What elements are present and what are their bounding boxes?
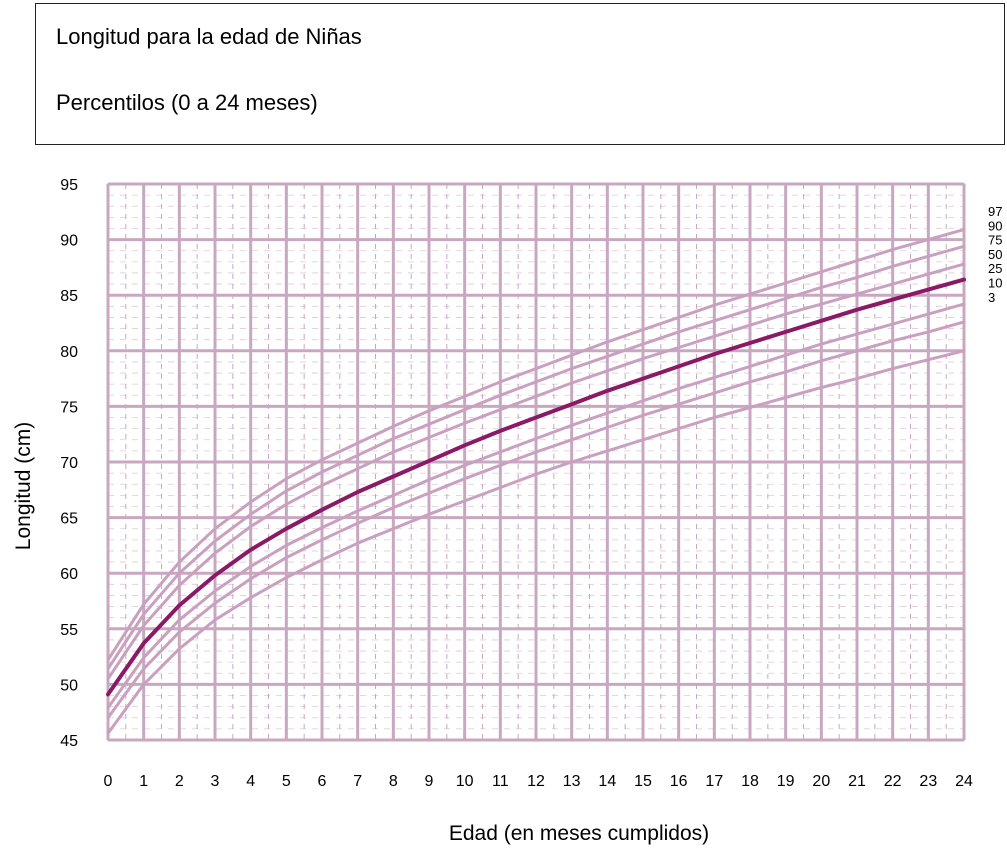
series-line-p97 — [106, 228, 966, 662]
x-tick-label: 14 — [598, 773, 616, 790]
series-label-p10: 10 — [988, 276, 1002, 291]
series-line-p75 — [106, 262, 966, 681]
x-tick-label: 3 — [211, 773, 220, 790]
x-tick-label: 9 — [425, 773, 434, 790]
y-tick-label: 70 — [60, 455, 78, 472]
x-tick-label: 13 — [563, 773, 581, 790]
y-tick-label: 55 — [60, 622, 78, 639]
x-tick-label: 11 — [492, 773, 509, 790]
series-line-p25 — [106, 302, 966, 710]
x-tick-label: 4 — [246, 773, 255, 790]
y-tick-label: 65 — [60, 511, 78, 528]
x-tick-label: 15 — [634, 773, 652, 790]
x-tick-label: 16 — [670, 773, 688, 790]
x-tick-label: 23 — [919, 773, 937, 790]
grid — [106, 182, 966, 742]
x-tick-label: 12 — [527, 773, 545, 790]
series-label-p97: 97 — [988, 204, 1002, 219]
x-tick-label: 22 — [884, 773, 902, 790]
series-line-p10 — [106, 320, 966, 720]
x-tick-label: 6 — [318, 773, 327, 790]
y-tick-label: 80 — [60, 344, 78, 361]
series-line-p50 — [106, 277, 966, 697]
y-tick-label: 60 — [60, 566, 78, 583]
x-tick-label: 19 — [777, 773, 795, 790]
series-label-p75: 75 — [988, 233, 1002, 248]
y-tick-label: 50 — [60, 677, 78, 694]
x-tick-label: 18 — [741, 773, 759, 790]
series-line-p90 — [106, 244, 966, 671]
x-tick-label: 24 — [955, 773, 973, 790]
y-tick-label: 90 — [60, 233, 78, 250]
chart-subtitle: Percentilos (0 a 24 meses) — [56, 90, 318, 115]
chart-title: Longitud para la edad de Niñas — [56, 24, 362, 49]
x-tick-label: 0 — [104, 773, 113, 790]
y-tick-label: 75 — [60, 399, 78, 416]
series-label-p90: 90 — [988, 218, 1002, 233]
x-tick-label: 1 — [139, 773, 148, 790]
x-tick-label: 21 — [848, 773, 866, 790]
x-tick-label: 8 — [389, 773, 398, 790]
x-tick-label: 17 — [705, 773, 723, 790]
series-line-p3 — [106, 349, 966, 735]
x-axis-title: Edad (en meses cumplidos) — [449, 822, 709, 845]
x-tick-label: 5 — [282, 773, 291, 790]
series-label-p50: 50 — [988, 247, 1002, 262]
x-tick-label: 2 — [175, 773, 184, 790]
title-box: Longitud para la edad de Niñas Percentil… — [35, 3, 1005, 145]
series-label-p3: 3 — [988, 290, 995, 305]
series-lines — [106, 228, 966, 735]
x-tick-label: 20 — [812, 773, 830, 790]
x-tick-label: 10 — [456, 773, 474, 790]
y-tick-label: 85 — [60, 288, 78, 305]
y-axis-title: Longitud (cm) — [12, 422, 35, 550]
series-label-p25: 25 — [988, 261, 1002, 276]
x-tick-label: 7 — [353, 773, 362, 790]
y-tick-label: 45 — [60, 733, 78, 750]
y-tick-label: 95 — [60, 177, 78, 194]
